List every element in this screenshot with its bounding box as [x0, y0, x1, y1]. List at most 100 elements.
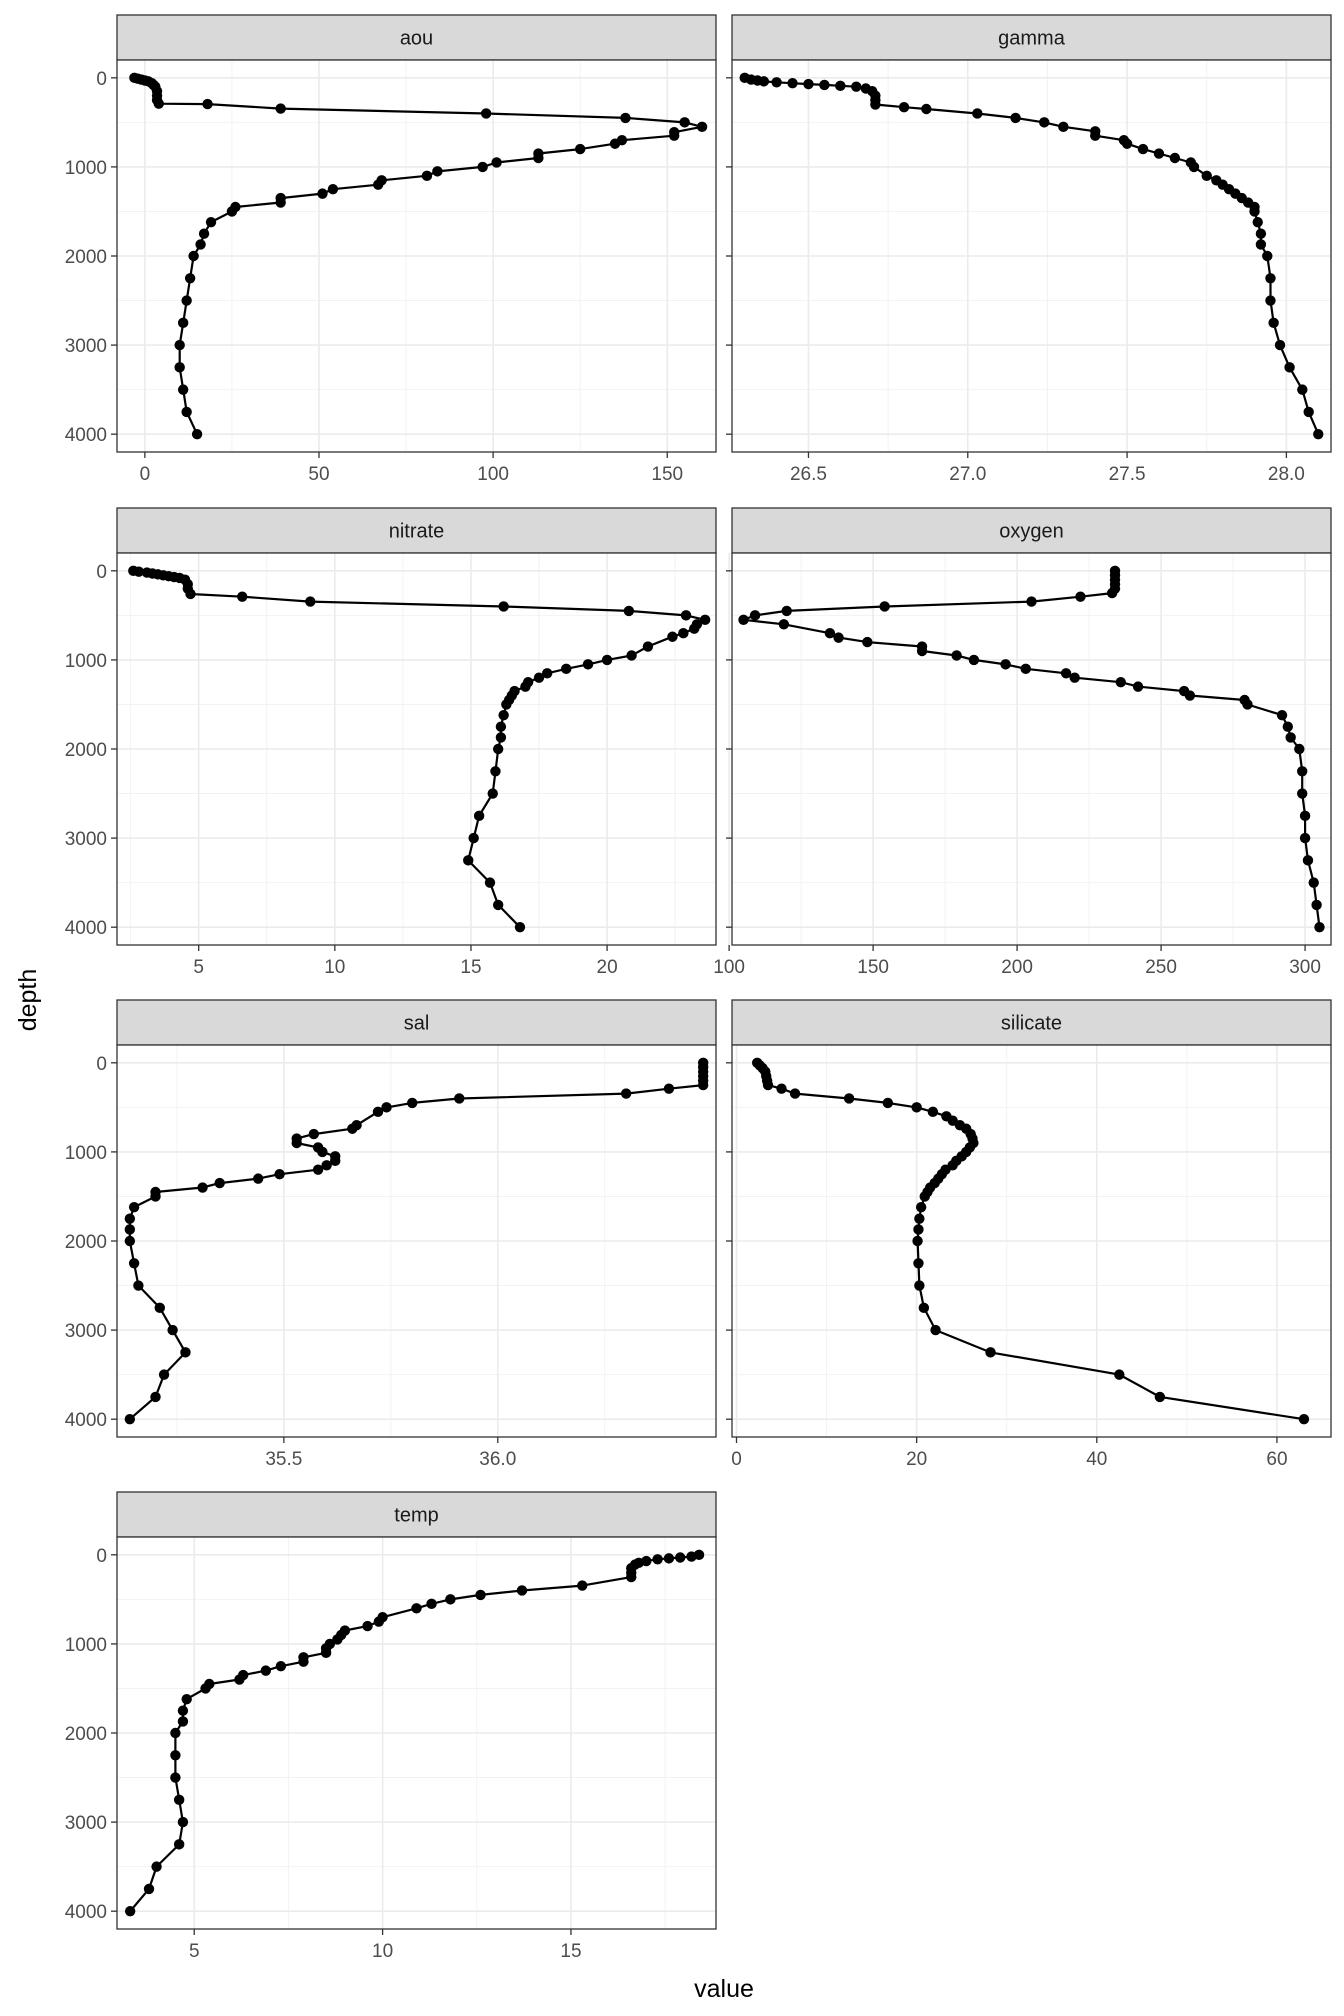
- data-point-oxygen: [1075, 591, 1086, 602]
- y-tick-label: 0: [96, 69, 107, 90]
- data-point-temp: [177, 1816, 189, 1828]
- data-point-aou: [372, 179, 384, 190]
- data-point-aou: [432, 166, 443, 177]
- data-point-silicate: [776, 1083, 787, 1094]
- data-point-oxygen: [1294, 743, 1305, 755]
- data-point-gamma: [1262, 250, 1273, 262]
- data-point-silicate: [913, 1258, 924, 1269]
- data-point-nitrate: [305, 596, 316, 607]
- x-tick-label: 35.5: [265, 1449, 302, 1470]
- data-point-gamma: [1249, 206, 1260, 217]
- data-point-sal: [312, 1164, 324, 1175]
- data-point-sal: [372, 1106, 384, 1118]
- data-point-gamma: [1058, 121, 1069, 133]
- data-point-nitrate: [626, 650, 637, 661]
- data-point-oxygen: [1276, 709, 1288, 721]
- data-point-gamma: [1039, 117, 1050, 128]
- data-point-sal: [663, 1083, 675, 1094]
- x-tick-label: 36.0: [479, 1449, 516, 1470]
- data-point-aou: [226, 206, 238, 217]
- data-point-oxygen: [1285, 732, 1296, 743]
- data-point-temp: [445, 1594, 456, 1605]
- data-point-nitrate: [498, 601, 509, 612]
- x-tick-label: 0: [140, 464, 151, 485]
- data-point-silicate: [1154, 1391, 1166, 1403]
- data-point-gamma: [1255, 239, 1267, 250]
- data-point-oxygen: [1069, 672, 1080, 683]
- data-point-oxygen: [778, 619, 790, 630]
- data-point-silicate: [1298, 1413, 1310, 1425]
- data-point-sal: [124, 1213, 136, 1224]
- data-point-aou: [275, 103, 286, 114]
- y-tick-label: 2000: [65, 1724, 107, 1745]
- facet-strip-label-aou: aou: [400, 28, 433, 50]
- x-tick-label: 10: [372, 1941, 393, 1962]
- data-point-gamma: [819, 79, 830, 91]
- data-point-nitrate: [689, 623, 700, 634]
- data-point-gamma: [851, 81, 862, 92]
- data-point-sal: [454, 1093, 465, 1104]
- data-point-sal: [167, 1324, 178, 1336]
- data-point-aou: [327, 183, 339, 195]
- data-point-oxygen: [833, 632, 844, 643]
- data-point-silicate: [913, 1224, 924, 1235]
- data-point-gamma: [1297, 384, 1308, 395]
- facet-strip-label-sal: sal: [404, 1013, 430, 1035]
- data-point-aou: [205, 216, 217, 228]
- panel-aou: aou 0 1000 2000 3000 4000 0 50 100 150: [65, 14, 717, 485]
- data-point-gamma: [1268, 317, 1279, 329]
- x-tick-label: 15: [560, 1941, 581, 1962]
- data-point-temp: [170, 1772, 181, 1783]
- data-point-nitrate: [601, 654, 613, 666]
- facet-strip-aou: [116, 14, 717, 61]
- data-point-gamma: [758, 76, 770, 87]
- data-point-oxygen: [1184, 690, 1196, 701]
- y-tick-label: 3000: [65, 829, 107, 850]
- data-point-oxygen: [781, 605, 792, 617]
- data-point-silicate: [915, 1201, 927, 1213]
- data-point-oxygen: [1302, 855, 1314, 866]
- data-point-oxygen: [1115, 676, 1126, 688]
- panel-nitrate: nitrate 0 1000 2000 3000 4000 5 10 15 20: [65, 507, 717, 978]
- data-point-gamma: [1265, 273, 1276, 284]
- data-point-silicate: [912, 1235, 923, 1247]
- data-point-oxygen: [1299, 810, 1311, 822]
- data-point-gamma: [898, 102, 910, 113]
- data-point-nitrate: [468, 832, 479, 844]
- x-tick-label: 20: [597, 957, 618, 978]
- data-point-gamma: [870, 99, 881, 110]
- data-point-oxygen: [916, 645, 928, 657]
- data-point-aou: [195, 239, 206, 250]
- data-point-temp: [151, 1861, 162, 1872]
- data-point-temp: [170, 1727, 181, 1739]
- data-point-sal: [620, 1088, 632, 1099]
- y-tick-label: 2000: [65, 247, 107, 268]
- data-point-sal: [150, 1191, 161, 1202]
- data-point-gamma: [972, 108, 983, 119]
- facet-strip-sal: [116, 999, 717, 1046]
- x-tick-label: 10: [324, 957, 345, 978]
- data-point-oxygen: [1314, 921, 1325, 933]
- facet-strip-temp: [116, 1491, 717, 1538]
- data-point-temp: [170, 1750, 181, 1761]
- x-tick-label: 27.0: [949, 464, 986, 485]
- data-point-oxygen: [1026, 596, 1037, 607]
- facet-strip-silicate: [731, 999, 1332, 1046]
- data-point-temp: [124, 1905, 136, 1917]
- x-tick-label: 100: [477, 464, 509, 485]
- data-point-aou: [275, 197, 286, 208]
- data-point-temp: [234, 1674, 245, 1685]
- data-point-temp: [626, 1571, 637, 1583]
- data-point-gamma: [1090, 130, 1101, 141]
- data-point-sal: [308, 1128, 320, 1140]
- data-point-sal: [347, 1123, 358, 1134]
- data-point-oxygen: [1299, 832, 1311, 844]
- data-point-sal: [274, 1168, 285, 1180]
- data-point-gamma: [835, 80, 846, 92]
- data-point-aou: [696, 121, 708, 133]
- data-point-temp: [143, 1883, 155, 1895]
- panel-temp: temp 0 1000 2000 3000 4000 5 10 15: [65, 1491, 717, 1962]
- data-point-gamma: [1121, 138, 1133, 149]
- data-point-oxygen: [1000, 659, 1011, 670]
- data-point-nitrate: [678, 627, 689, 639]
